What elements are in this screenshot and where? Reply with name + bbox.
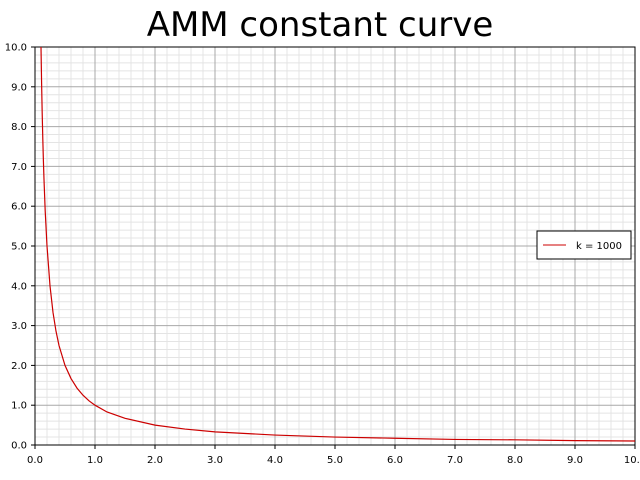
chart-title: AMM constant curve (147, 5, 494, 45)
x-tick-label: 6.0 (387, 455, 403, 466)
x-tick-label: 5.0 (327, 455, 343, 466)
series-line (40, 46, 636, 442)
y-tick-label: 10.0 (5, 43, 27, 54)
y-axis-ticks: 0.0 1.0 2.0 3.0 4.0 5.0 6.0 7.0 8.0 9.0 10.0 (5, 43, 35, 452)
x-axis-ticks: 0.0 1.0 2.0 3.0 4.0 5.0 6.0 7.0 8.0 9.0 10.0 (27, 445, 640, 466)
y-tick-label: 4.0 (11, 281, 27, 292)
y-tick-label: 1.0 (11, 401, 27, 412)
x-tick-label: 9.0 (567, 455, 583, 466)
y-tick-label: 0.0 (11, 441, 27, 452)
x-tick-label: 2.0 (147, 455, 163, 466)
legend: k = 1000 (536, 230, 632, 260)
y-tick-label: 7.0 (11, 162, 27, 173)
y-tick-label: 5.0 (11, 242, 27, 253)
x-tick-label: 3.0 (207, 455, 223, 466)
legend-label: k = 1000 (576, 241, 622, 252)
y-tick-label: 3.0 (11, 321, 27, 332)
x-tick-label: 7.0 (447, 455, 463, 466)
series-layer (40, 46, 636, 442)
x-tick-label: 8.0 (507, 455, 523, 466)
y-tick-label: 8.0 (11, 122, 27, 133)
major-grid (35, 47, 635, 445)
x-tick-label: 4.0 (267, 455, 283, 466)
x-tick-label: 1.0 (87, 455, 103, 466)
y-tick-label: 2.0 (11, 361, 27, 372)
x-tick-label: 0.0 (27, 455, 43, 466)
x-tick-label: 10.0 (624, 455, 640, 466)
y-tick-label: 9.0 (11, 82, 27, 93)
y-tick-label: 6.0 (11, 202, 27, 213)
